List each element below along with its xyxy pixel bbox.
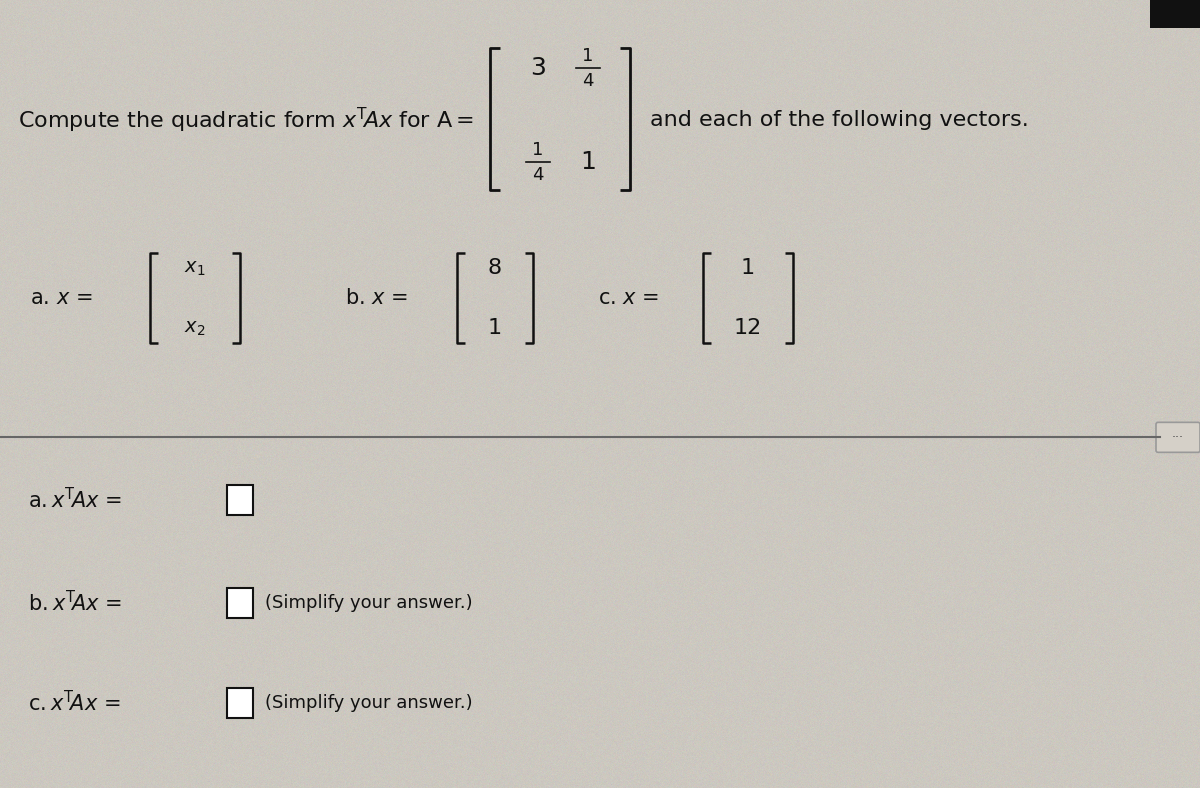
Text: b. $x$ =: b. $x$ = (346, 288, 408, 308)
Text: and each of the following vectors.: and each of the following vectors. (650, 110, 1028, 130)
Text: a. $x^{\mathrm{T}}\!Ax$ =: a. $x^{\mathrm{T}}\!Ax$ = (28, 488, 121, 513)
Text: 1: 1 (533, 141, 544, 159)
Text: Compute the quadratic form $x^{\mathrm{T}}\!Ax$ for A =: Compute the quadratic form $x^{\mathrm{T… (18, 106, 474, 135)
Text: $x_2$: $x_2$ (185, 318, 205, 337)
Bar (227, 688, 253, 718)
Text: $x_1$: $x_1$ (185, 258, 205, 277)
Text: (Simplify your answer.): (Simplify your answer.) (265, 694, 473, 712)
Bar (227, 485, 253, 515)
Text: 1: 1 (488, 318, 502, 338)
Text: c. $x$ =: c. $x$ = (598, 288, 659, 308)
Text: b. $x^{\mathrm{T}}\!Ax$ =: b. $x^{\mathrm{T}}\!Ax$ = (28, 590, 122, 615)
Text: a. $x$ =: a. $x$ = (30, 288, 92, 308)
Text: 8: 8 (488, 258, 502, 278)
Text: 12: 12 (734, 318, 762, 338)
FancyBboxPatch shape (1156, 422, 1200, 452)
Text: ···: ··· (1172, 431, 1184, 444)
Text: (Simplify your answer.): (Simplify your answer.) (265, 594, 473, 612)
Text: 4: 4 (582, 72, 594, 90)
Text: c. $x^{\mathrm{T}}\!Ax$ =: c. $x^{\mathrm{T}}\!Ax$ = (28, 690, 120, 716)
Text: 1: 1 (582, 47, 594, 65)
Text: 3: 3 (530, 56, 546, 80)
Bar (227, 588, 253, 618)
Bar (1150, 0, 1200, 28)
Text: 1: 1 (740, 258, 755, 278)
Text: 1: 1 (580, 150, 596, 174)
Text: 4: 4 (533, 166, 544, 184)
